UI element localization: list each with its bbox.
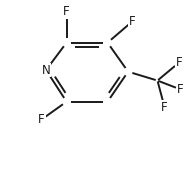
Text: F: F bbox=[177, 83, 184, 96]
Text: F: F bbox=[63, 5, 70, 18]
Text: N: N bbox=[42, 64, 50, 77]
Text: F: F bbox=[129, 15, 136, 28]
Text: F: F bbox=[176, 56, 182, 69]
Text: F: F bbox=[38, 113, 45, 126]
Text: F: F bbox=[161, 101, 168, 114]
